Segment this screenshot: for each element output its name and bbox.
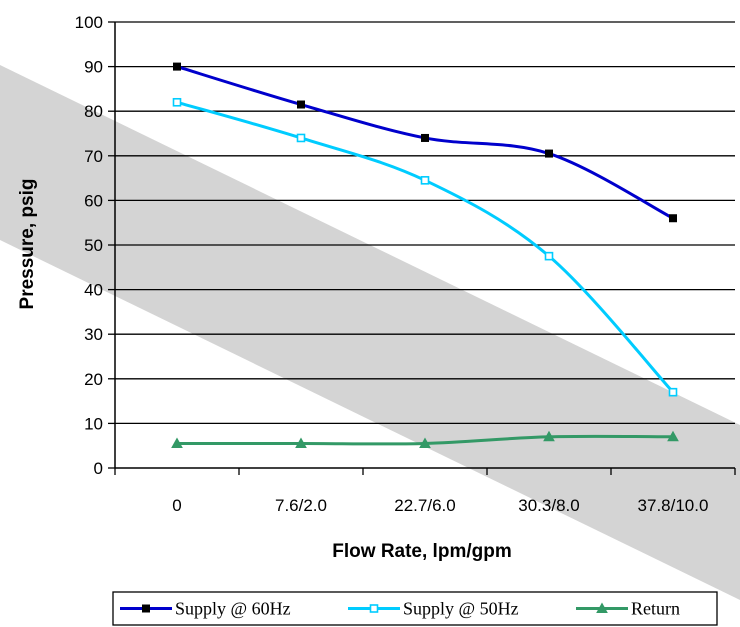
y-tick-label: 100 xyxy=(75,13,103,32)
y-tick-label: 30 xyxy=(84,325,103,344)
x-tick-label: 37.8/10.0 xyxy=(638,496,709,515)
x-tick-label: 30.3/8.0 xyxy=(518,496,579,515)
series-group xyxy=(171,62,679,448)
gridlines xyxy=(115,21,735,425)
legend-label: Supply @ 60Hz xyxy=(175,599,291,619)
data-point xyxy=(543,430,555,442)
y-tick-label: 70 xyxy=(84,147,103,166)
series-line xyxy=(176,100,675,394)
x-tick-label: 0 xyxy=(172,496,181,515)
axes xyxy=(108,21,736,475)
y-tick-labels: 0 10 20 30 40 50 60 70 80 90 100 xyxy=(75,13,103,478)
series-1 xyxy=(173,62,677,223)
data-point xyxy=(669,214,677,223)
x-axis-title: Flow Rate, lpm/gpm xyxy=(332,541,511,562)
x-tick-label: 22.7/6.0 xyxy=(394,496,455,515)
legend-swatch-marker xyxy=(142,604,150,613)
legend: Supply @ 60Hz Supply @ 50Hz Return xyxy=(112,591,718,626)
data-point xyxy=(419,437,431,448)
legend-swatch-marker xyxy=(369,604,379,613)
y-tick-label: 80 xyxy=(84,102,103,121)
data-point xyxy=(295,437,307,448)
y-tick-label: 40 xyxy=(84,281,103,300)
legend-label: Return xyxy=(631,599,680,619)
data-point xyxy=(171,437,183,448)
series-2 xyxy=(172,97,678,397)
y-tick-label: 90 xyxy=(84,58,103,77)
data-point xyxy=(667,430,679,442)
legend-item: Supply @ 60Hz xyxy=(120,599,291,619)
data-point xyxy=(420,176,430,185)
legend-label: Supply @ 50Hz xyxy=(403,599,519,619)
data-point xyxy=(296,133,306,143)
y-tick-label: 50 xyxy=(84,236,103,255)
y-tick-label: 60 xyxy=(84,191,103,210)
y-tick-label: 0 xyxy=(94,459,103,478)
y-tick-label: 10 xyxy=(84,414,103,433)
data-point xyxy=(172,97,182,107)
legend-item: Return xyxy=(576,599,680,619)
data-point xyxy=(173,62,181,71)
x-tick-label: 7.6/2.0 xyxy=(275,496,327,515)
y-axis-title: Pressure, psig xyxy=(17,179,38,310)
data-point xyxy=(545,149,553,158)
x-tick-labels: 0 7.6/2.0 22.7/6.0 30.3/8.0 37.8/10.0 xyxy=(172,496,708,515)
data-point xyxy=(544,251,554,261)
data-point xyxy=(668,387,678,397)
series-3 xyxy=(171,430,679,448)
legend-swatch-marker xyxy=(596,602,608,613)
data-point xyxy=(421,133,429,142)
background-diagonal-band xyxy=(0,65,740,600)
y-tick-label: 20 xyxy=(84,370,103,389)
legend-item: Supply @ 50Hz xyxy=(348,599,519,619)
data-point xyxy=(297,100,305,109)
